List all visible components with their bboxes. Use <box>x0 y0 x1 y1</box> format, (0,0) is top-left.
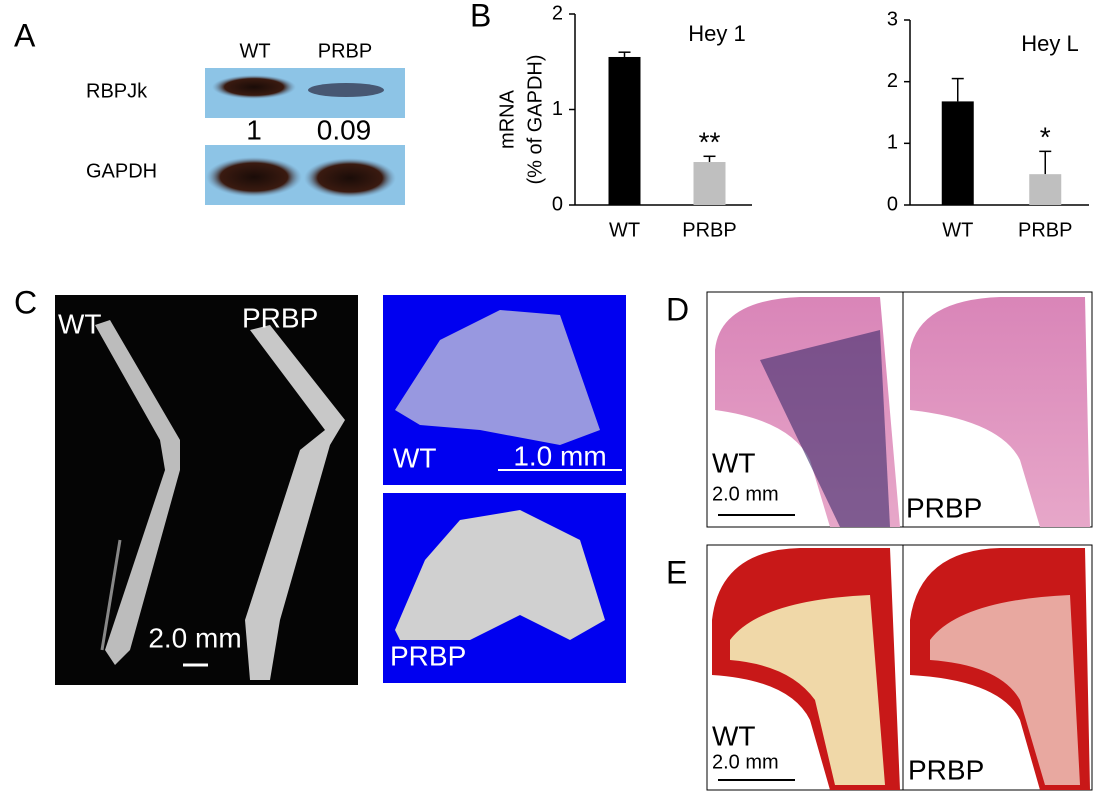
x-tick-label: PRBP <box>682 219 736 241</box>
image-label: WT <box>58 308 102 339</box>
bar <box>693 162 726 205</box>
y-tick-label: 2 <box>887 70 898 92</box>
bar <box>941 101 974 205</box>
scale-label: 1.0 mm <box>513 440 606 471</box>
tissue <box>760 330 890 527</box>
scale-label: 2.0 mm <box>712 751 779 773</box>
tissue <box>910 297 1090 527</box>
scale-label: 2.0 mm <box>148 622 241 653</box>
image-label: WT <box>712 720 756 751</box>
image-label: WT <box>712 447 756 478</box>
blot-label: GAPDH <box>86 160 157 182</box>
y-tick-label: 3 <box>887 8 898 30</box>
scale-label: 2.0 mm <box>712 483 779 505</box>
quantification: 1 <box>246 114 262 145</box>
image-label: PRBP <box>390 640 466 671</box>
panel-label: D <box>666 291 689 327</box>
chart-title: Hey 1 <box>688 21 745 46</box>
significance: * <box>1040 122 1051 153</box>
blot-band <box>206 157 302 197</box>
blot-band <box>308 83 384 97</box>
x-tick-label: PRBP <box>1018 219 1072 241</box>
bone <box>95 320 180 665</box>
image-label: WT <box>393 442 437 473</box>
tissue <box>730 595 885 785</box>
image-label: PRBP <box>906 492 982 523</box>
x-tick-label: WT <box>942 219 973 241</box>
y-tick-label: 2 <box>552 2 563 24</box>
blot-band <box>304 158 396 198</box>
blot-band <box>212 75 296 99</box>
y-tick-label: 1 <box>887 132 898 154</box>
bone-mesh <box>395 510 605 640</box>
tissue <box>930 595 1080 785</box>
panel-label: A <box>14 17 36 53</box>
significance: ** <box>699 127 721 158</box>
blot-label: RBPJk <box>86 80 148 102</box>
panel-label: C <box>14 284 37 320</box>
quantification: 0.09 <box>317 114 372 145</box>
panel-label: B <box>470 0 491 33</box>
panel-label: E <box>666 554 687 590</box>
y-tick-label: 1 <box>552 98 563 120</box>
x-tick-label: WT <box>609 219 640 241</box>
lane-label: PRBP <box>318 40 372 62</box>
bar <box>1029 174 1062 205</box>
y-tick-label: 0 <box>887 193 898 215</box>
y-tick-label: 0 <box>552 193 563 215</box>
bar <box>608 56 641 205</box>
image-label: PRBP <box>242 302 318 333</box>
chart-title: Hey L <box>1021 31 1078 56</box>
bone <box>100 539 122 651</box>
lane-label: WT <box>239 40 270 62</box>
bone <box>245 325 345 680</box>
y-axis-label: mRNA <box>496 89 518 149</box>
y-axis-label: (% of GAPDH) <box>524 54 546 184</box>
bone-mesh <box>395 310 600 445</box>
image-label: PRBP <box>908 754 984 785</box>
